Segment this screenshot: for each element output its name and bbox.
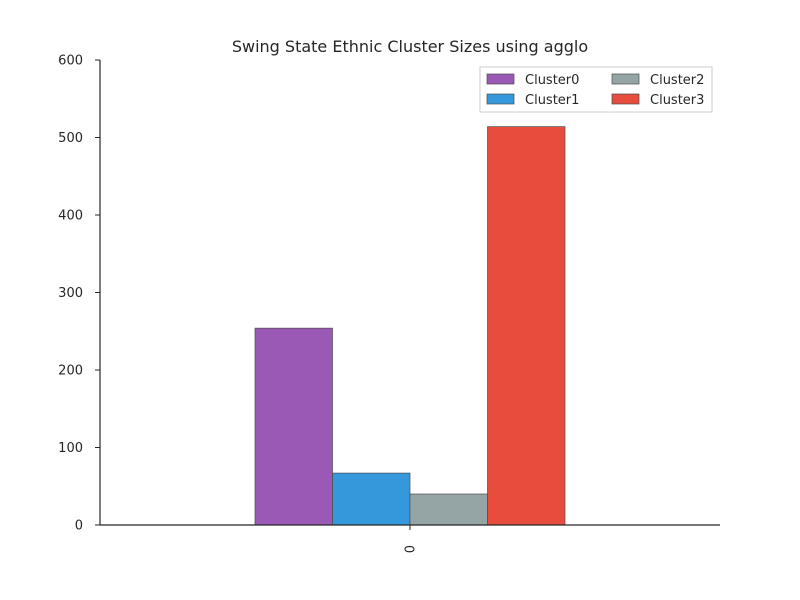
x-tick-label: 0 — [404, 545, 419, 553]
chart-title: Swing State Ethnic Cluster Sizes using a… — [232, 37, 588, 56]
legend-swatch-cluster0 — [486, 73, 515, 85]
legend-label-cluster3: Cluster3 — [650, 93, 704, 108]
legend-label-cluster2: Cluster2 — [650, 73, 704, 88]
legend-frame — [479, 66, 713, 113]
bar-cluster3-0 — [487, 126, 566, 526]
legend-swatch-cluster3 — [611, 93, 640, 105]
legend-label-cluster1: Cluster1 — [525, 93, 579, 108]
y-tick-label: 100 — [58, 441, 83, 456]
axes-group: 0 100 200 300 400 500 600 0 — [58, 54, 720, 553]
legend-label-cluster0: Cluster0 — [525, 73, 579, 88]
y-tick-label: 300 — [58, 286, 83, 301]
legend: Cluster0 Cluster1 Cluster2 Cluster3 — [479, 66, 713, 113]
y-tick-label: 600 — [58, 54, 83, 69]
bar-cluster2-0 — [409, 493, 488, 526]
legend-swatch-cluster2 — [611, 73, 640, 85]
y-tick-label: 400 — [58, 209, 83, 224]
y-tick-label: 500 — [58, 131, 83, 146]
y-tick-label: 200 — [58, 364, 83, 379]
y-tick-label: 0 — [75, 519, 83, 534]
bar-cluster0-0 — [254, 327, 333, 526]
bar-cluster1-0 — [332, 472, 411, 526]
legend-swatch-cluster1 — [486, 93, 515, 105]
bars-group — [254, 126, 566, 526]
